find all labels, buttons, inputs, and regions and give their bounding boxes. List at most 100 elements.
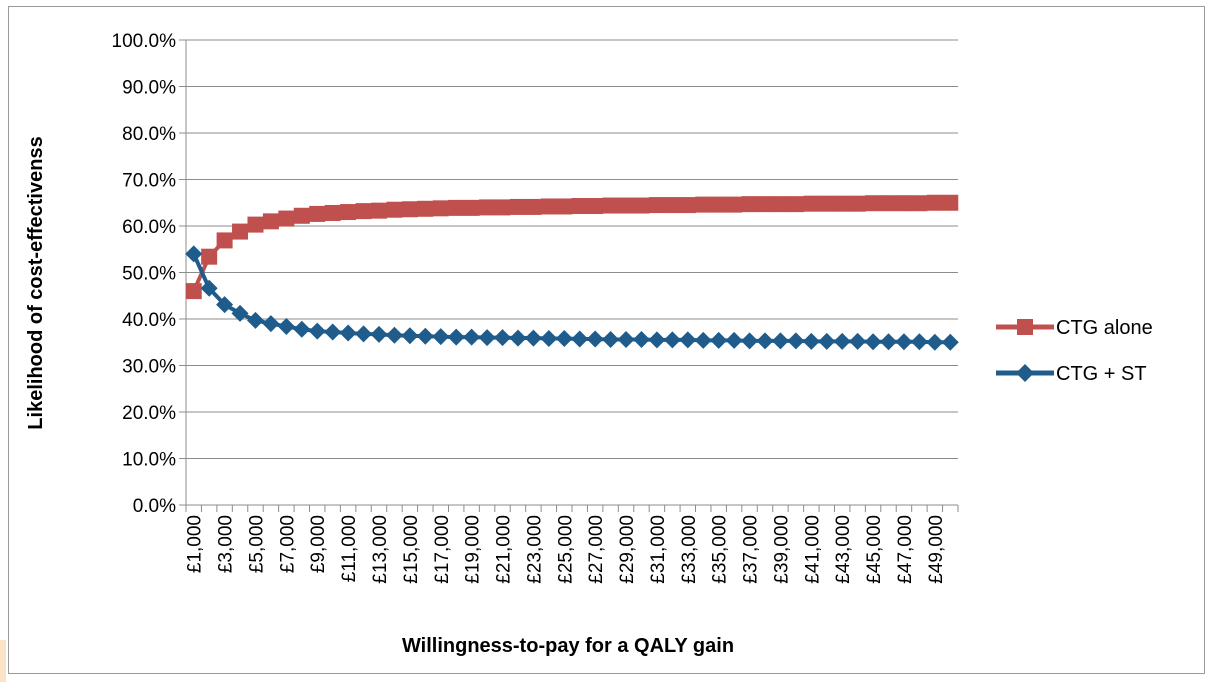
legend-label-ctg-alone: CTG alone xyxy=(1056,317,1153,339)
y-tick-label: 100.0% xyxy=(112,31,177,52)
data-point-ctg-st xyxy=(524,329,542,347)
y-tick-label: 80.0% xyxy=(122,124,176,145)
data-point-ctg-st xyxy=(494,329,512,347)
data-point-ctg-st xyxy=(663,331,681,349)
data-point-ctg-alone xyxy=(942,194,959,211)
x-tick-label: £5,000 xyxy=(246,515,267,573)
data-point-ctg-alone xyxy=(880,195,897,212)
y-tick-label: 20.0% xyxy=(122,403,176,424)
data-point-ctg-st xyxy=(355,325,373,343)
data-point-ctg-alone xyxy=(571,198,588,215)
x-tick-label: £1,000 xyxy=(185,515,206,573)
x-axis-title: Willingness-to-pay for a QALY gain xyxy=(402,635,734,657)
data-point-ctg-alone xyxy=(494,199,511,216)
x-tick-labels: £1,000 £3,000 £5,000 £7,000 £9,000 £11,000 £13… xyxy=(185,515,947,584)
x-tick-label: £37,000 xyxy=(741,515,762,584)
legend-label-ctg-st: CTG + ST xyxy=(1056,363,1147,385)
x-tick-label: £3,000 xyxy=(216,515,237,573)
data-point-ctg-st xyxy=(463,328,481,346)
data-point-ctg-alone xyxy=(509,198,526,215)
y-axis-title: Likelihood of cost-effectivenss xyxy=(25,136,47,429)
data-point-ctg-st xyxy=(632,330,650,348)
x-tick-label: £9,000 xyxy=(308,515,329,573)
y-tick-label: 90.0% xyxy=(122,78,176,99)
data-point-ctg-alone xyxy=(895,195,912,212)
data-point-ctg-alone xyxy=(540,198,557,215)
data-point-ctg-alone xyxy=(371,202,387,219)
x-tick-label: £49,000 xyxy=(926,515,947,584)
data-point-ctg-alone xyxy=(602,197,619,214)
data-point-ctg-st xyxy=(586,330,604,348)
x-tick-label: £43,000 xyxy=(833,515,854,584)
data-point-ctg-st xyxy=(447,328,465,346)
legend-marker-ctg-st xyxy=(1016,364,1034,382)
data-point-ctg-alone xyxy=(818,195,835,212)
data-point-ctg-st xyxy=(262,315,280,333)
legend-marker-ctg-alone xyxy=(1017,319,1033,335)
data-point-ctg-st xyxy=(617,330,635,348)
data-point-ctg-st xyxy=(648,331,666,349)
data-point-ctg-st xyxy=(710,331,728,349)
data-point-ctg-st xyxy=(246,311,264,329)
data-point-ctg-st xyxy=(339,324,357,342)
data-point-ctg-alone xyxy=(587,198,604,215)
data-point-ctg-st xyxy=(478,329,496,347)
data-point-ctg-st xyxy=(416,327,434,345)
data-point-ctg-alone xyxy=(695,196,712,213)
x-tick-label: £41,000 xyxy=(802,515,823,584)
data-point-ctg-alone xyxy=(849,195,866,212)
data-point-ctg-st xyxy=(185,245,203,263)
data-point-ctg-st xyxy=(602,330,620,348)
x-tick-label: £15,000 xyxy=(401,515,422,584)
data-point-ctg-st xyxy=(880,333,898,351)
axes xyxy=(179,39,959,512)
data-point-ctg-st xyxy=(277,317,295,335)
data-point-ctg-st xyxy=(926,333,944,351)
data-point-ctg-alone xyxy=(201,248,218,265)
data-point-ctg-st xyxy=(910,333,928,351)
data-point-ctg-st xyxy=(679,331,697,349)
data-point-ctg-st xyxy=(231,304,249,322)
x-tick-label: £17,000 xyxy=(432,515,453,584)
x-tick-label: £45,000 xyxy=(864,515,885,584)
legend-item-ctg-alone: CTG alone xyxy=(996,317,1153,339)
data-point-ctg-st xyxy=(432,328,450,346)
series xyxy=(185,194,959,351)
y-tick-label: 70.0% xyxy=(122,171,176,192)
y-tick-label: 60.0% xyxy=(122,217,176,238)
data-point-ctg-alone xyxy=(417,200,434,217)
data-point-ctg-st xyxy=(725,331,743,349)
data-point-ctg-alone xyxy=(772,196,789,213)
data-point-ctg-alone xyxy=(216,232,233,249)
data-point-ctg-alone xyxy=(803,195,820,212)
x-tick-label: £31,000 xyxy=(648,515,669,584)
x-tick-label: £23,000 xyxy=(524,515,545,584)
data-point-ctg-alone xyxy=(648,197,665,214)
data-point-ctg-alone xyxy=(324,204,341,221)
data-point-ctg-alone xyxy=(679,197,696,214)
x-tick-label: £21,000 xyxy=(494,515,515,584)
data-point-ctg-alone xyxy=(262,213,279,230)
y-tick-label: 30.0% xyxy=(122,357,176,378)
data-point-ctg-st xyxy=(555,330,573,348)
data-point-ctg-st xyxy=(802,332,820,350)
data-point-ctg-st xyxy=(818,332,836,350)
data-point-ctg-st xyxy=(324,323,342,341)
data-point-ctg-st xyxy=(741,332,759,350)
x-tick-label: £19,000 xyxy=(463,515,484,584)
data-point-ctg-st xyxy=(864,333,882,351)
x-tick-label: £13,000 xyxy=(370,515,391,584)
data-point-ctg-st xyxy=(571,330,589,348)
legend-item-ctg-st: CTG + ST xyxy=(996,363,1147,385)
data-point-ctg-alone xyxy=(432,200,449,217)
y-tick-label: 10.0% xyxy=(122,450,176,471)
data-point-ctg-alone xyxy=(618,197,635,214)
data-point-ctg-alone xyxy=(525,198,542,215)
data-point-ctg-st xyxy=(833,332,851,350)
data-point-ctg-alone xyxy=(247,216,264,233)
y-tick-label: 40.0% xyxy=(122,310,176,331)
edge-accent-strip xyxy=(0,640,6,682)
x-tick-label: £7,000 xyxy=(277,515,298,573)
y-tick-labels: 0.0% 10.0% 20.0% 30.0% 40.0% 50.0% 60.0% 70.0% 8… xyxy=(112,31,177,517)
